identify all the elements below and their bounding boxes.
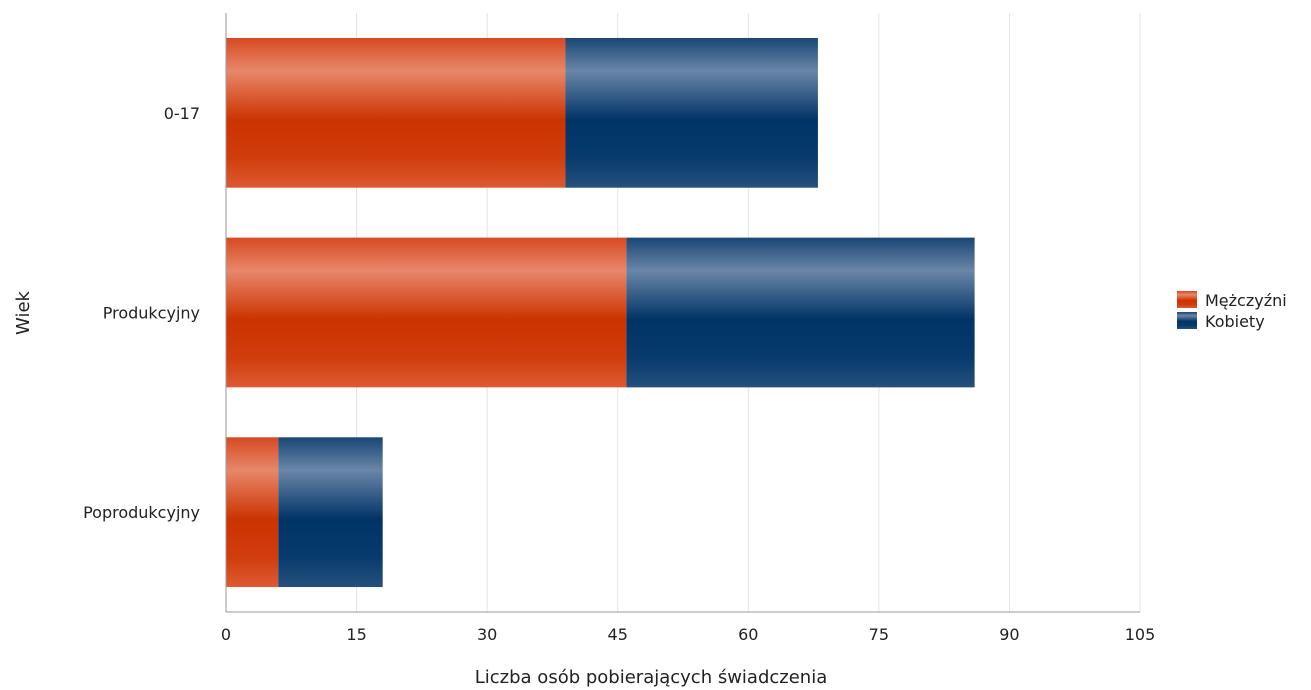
y-tick-label-produkcyjny: Produkcyjny [103, 304, 200, 323]
y-axis-title: Wiek [13, 290, 34, 334]
x-tick-label-45: 45 [608, 625, 628, 644]
x-tick-label-90: 90 [999, 625, 1019, 644]
axes [225, 13, 1140, 613]
y-tick-label-0-17: 0-17 [164, 104, 200, 123]
x-axis-title: Liczba osób pobierających świadczenia [475, 667, 828, 688]
bars [226, 37, 975, 588]
bar-0-17-mezczyzni [226, 37, 566, 188]
bar-poprodukcyjny-mezczyzni [226, 437, 279, 588]
x-tick-labels: 0 15 30 45 60 75 90 105 [221, 625, 1155, 644]
x-tick-label-105: 105 [1125, 625, 1156, 644]
bar-poprodukcyjny-kobiety [278, 437, 383, 588]
x-tick-label-0: 0 [221, 625, 231, 644]
legend-label-mezczyzni: Mężczyźni [1205, 291, 1287, 310]
legend-swatch-mezczyzni [1177, 291, 1197, 308]
y-tick-labels: 0-17 Produkcyjny Poprodukcyjny [83, 104, 200, 522]
legend-swatch-kobiety [1177, 312, 1197, 329]
legend-label-kobiety: Kobiety [1205, 312, 1265, 331]
x-tick-label-60: 60 [738, 625, 758, 644]
x-tick-label-15: 15 [346, 625, 366, 644]
x-tick-label-75: 75 [869, 625, 889, 644]
bar-produkcyjny-kobiety [626, 237, 975, 388]
y-tick-label-poprodukcyjny: Poprodukcyjny [83, 503, 200, 522]
legend: Mężczyźni Kobiety [1177, 291, 1287, 331]
x-tick-label-30: 30 [477, 625, 497, 644]
bar-0-17-kobiety [565, 37, 818, 188]
bar-produkcyjny-mezczyzni [226, 237, 627, 388]
